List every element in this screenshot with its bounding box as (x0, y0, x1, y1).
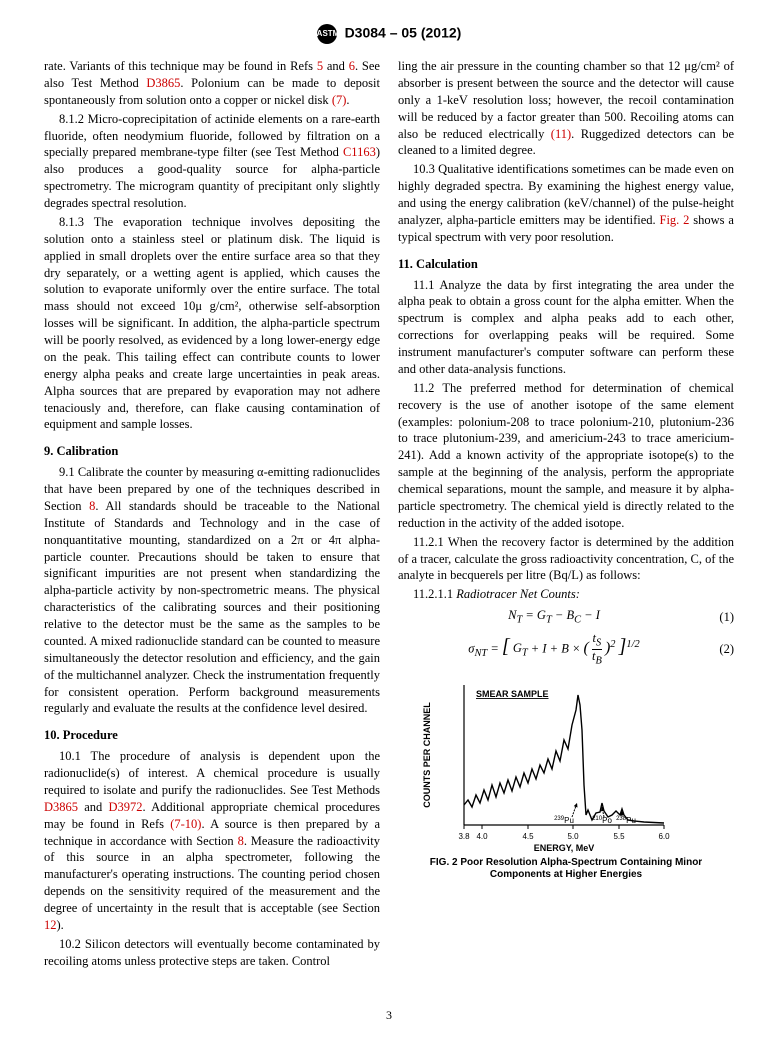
ref-11[interactable]: (11) (551, 127, 571, 141)
para-8-1-1-cont: rate. Variants of this technique may be … (44, 58, 380, 109)
page-number: 3 (0, 1008, 778, 1023)
svg-text:3.8: 3.8 (458, 832, 470, 841)
ref-fig2[interactable]: Fig. 2 (660, 213, 690, 227)
ref-7-10[interactable]: (7-10) (170, 817, 201, 831)
para-11-1: 11.1 Analyze the data by first integrati… (398, 277, 734, 378)
sec-9-head: 9. Calibration (44, 443, 380, 460)
para-8-1-2: 8.1.2 Micro-coprecipitation of actinide … (44, 111, 380, 212)
svg-text:4.0: 4.0 (476, 832, 488, 841)
svg-text:5.5: 5.5 (613, 832, 625, 841)
ref-d3972[interactable]: D3972 (108, 800, 142, 814)
svg-text:ENERGY, MeV: ENERGY, MeV (534, 843, 595, 853)
svg-text:4.5: 4.5 (522, 832, 534, 841)
equation-1: NT = GT − BC − I (1) (398, 607, 734, 628)
svg-text:6.0: 6.0 (658, 832, 670, 841)
astm-logo: ASTM (317, 24, 337, 44)
para-10-2a: 10.2 Silicon detectors will eventually b… (44, 936, 380, 970)
para-10-2b: ling the air pressure in the counting ch… (398, 58, 734, 159)
para-10-3: 10.3 Qualitative identifications sometim… (398, 161, 734, 245)
svg-text:210Po: 210Po (592, 816, 612, 825)
figure-2-svg: SMEAR SAMPLE 3.8 4.0 4.5 5.0 5.5 6.0 239Pu 210… (416, 673, 716, 853)
para-8-1-3: 8.1.3 The evaporation technique involves… (44, 214, 380, 433)
body-columns: rate. Variants of this technique may be … (44, 58, 734, 972)
svg-text:COUNTS PER CHANNEL: COUNTS PER CHANNEL (422, 701, 432, 807)
doc-header: ASTM D3084 – 05 (2012) (44, 24, 734, 44)
ref-7[interactable]: (7) (332, 93, 347, 107)
figure-2: SMEAR SAMPLE 3.8 4.0 4.5 5.0 5.5 6.0 239Pu 210… (398, 673, 734, 881)
para-11-2: 11.2 The preferred method for determinat… (398, 380, 734, 532)
svg-text:239Pu: 239Pu (554, 816, 574, 825)
ref-sec12[interactable]: 12 (44, 918, 57, 932)
svg-text:5.0: 5.0 (567, 832, 579, 841)
sec-10-head: 10. Procedure (44, 727, 380, 744)
para-10-1: 10.1 The procedure of analysis is depend… (44, 748, 380, 934)
figure-2-caption: FIG. 2 Poor Resolution Alpha-Spectrum Co… (398, 857, 734, 881)
ref-d3865[interactable]: D3865 (146, 76, 180, 90)
sec-11-head: 11. Calculation (398, 256, 734, 273)
para-9-1: 9.1 Calibrate the counter by measuring α… (44, 464, 380, 717)
ref-c1163[interactable]: C1163 (343, 145, 376, 159)
doc-number: D3084 – 05 (2012) (345, 25, 462, 41)
svg-text:238Pu: 238Pu (616, 816, 636, 825)
para-11-2-1-1: 11.2.1.1 Radiotracer Net Counts: (398, 586, 734, 603)
para-11-2-1: 11.2.1 When the recovery factor is deter… (398, 534, 734, 585)
ref-d3865b[interactable]: D3865 (44, 800, 78, 814)
svg-text:SMEAR SAMPLE: SMEAR SAMPLE (476, 689, 549, 699)
equation-2: σNT = [ GT + I + B × ( tStB )2 ]1/2 (2) (398, 632, 734, 667)
